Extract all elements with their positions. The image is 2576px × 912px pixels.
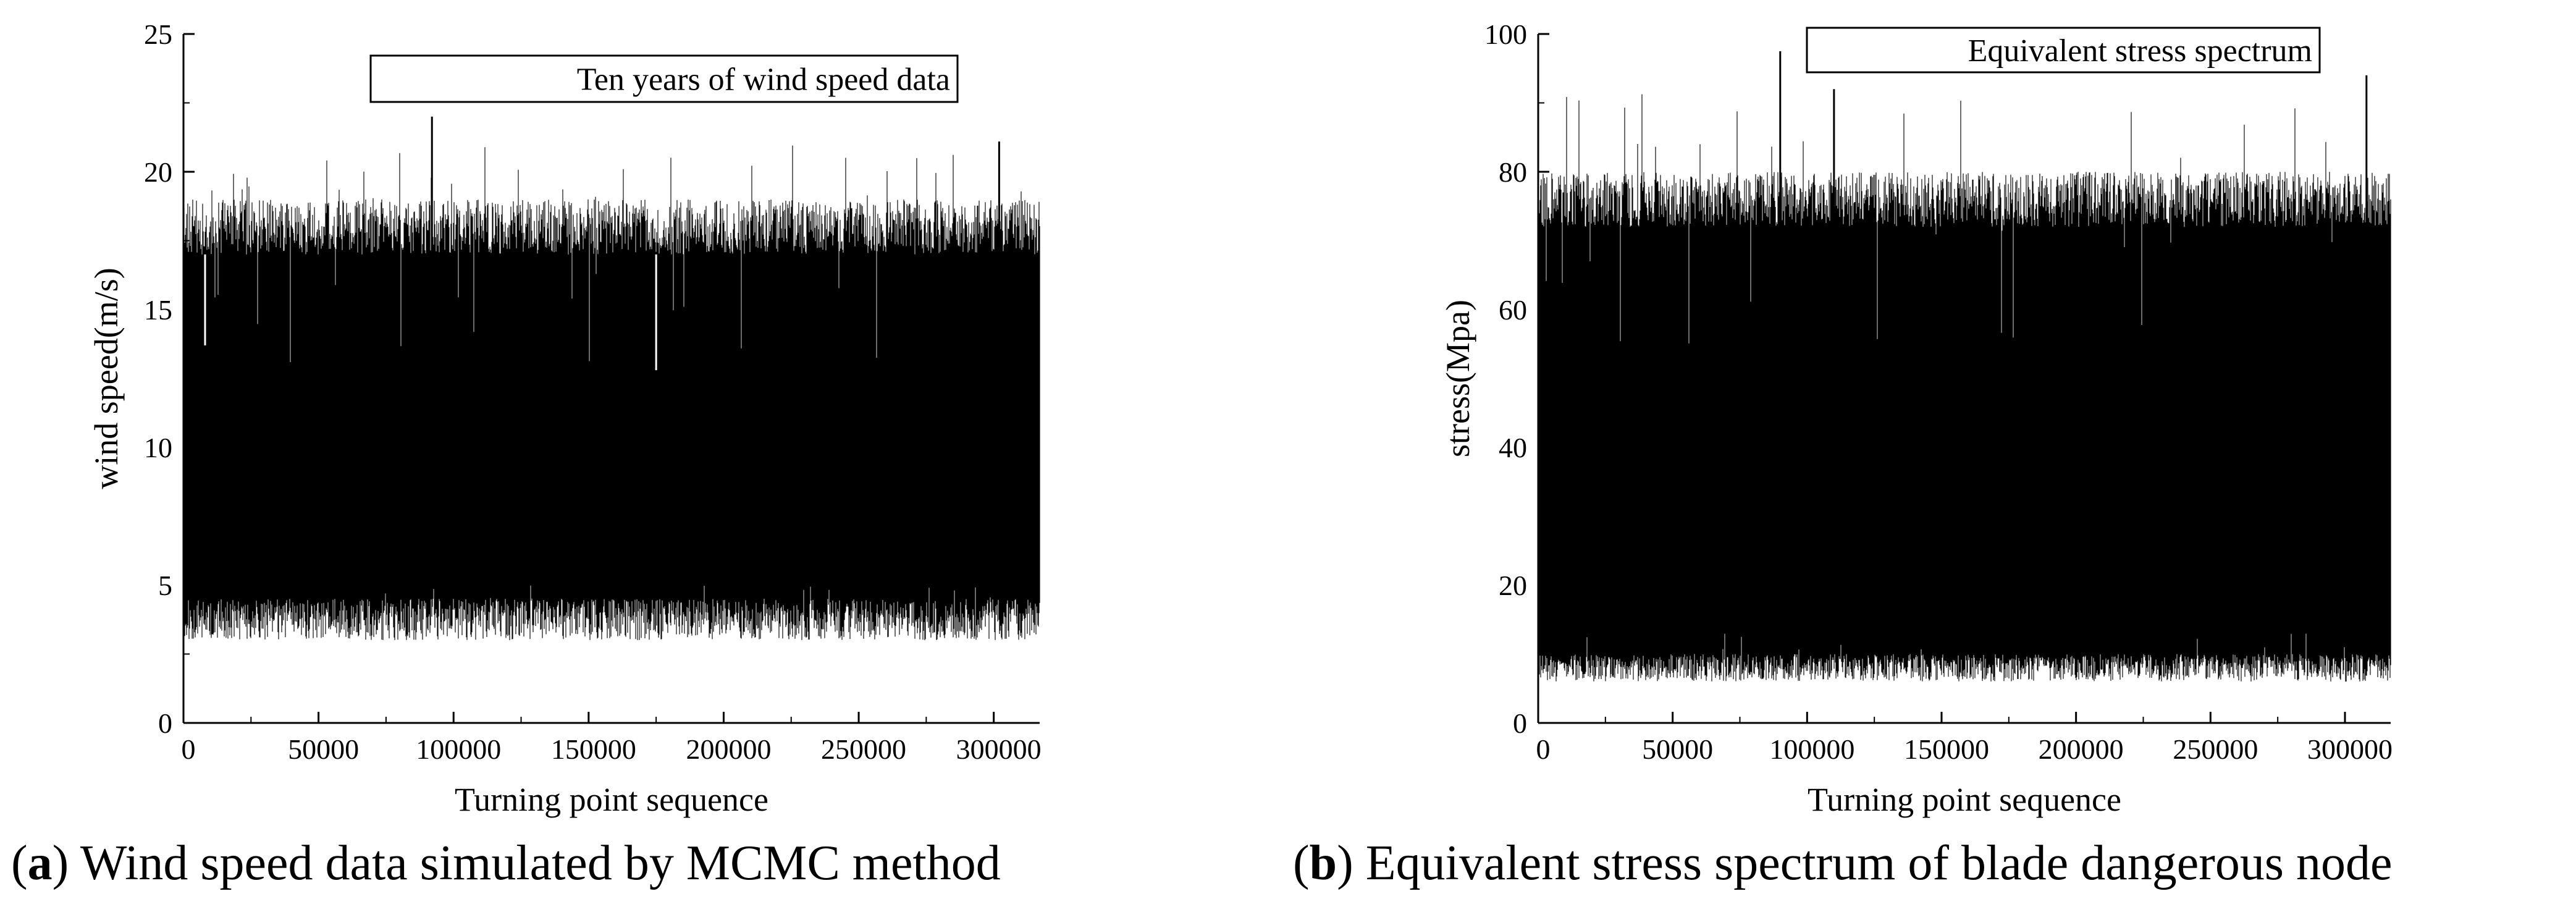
caption-a: (a) Wind speed data simulated by MCMC me… (11, 836, 1001, 890)
stress-ticks: 0 20 40 60 80 100 0 50000 100000 150000 200000 2500… (1484, 19, 2393, 765)
x-tick-label: 0 (182, 733, 196, 765)
data-band (1538, 94, 2391, 682)
stress-data-series (1538, 51, 2391, 682)
caption-a-text: Wind speed data simulated by MCMC method (69, 836, 1001, 890)
y-tick-label: 10 (144, 432, 172, 463)
x-tick-label: 300000 (956, 733, 1042, 765)
x-tick-label: 200000 (2039, 733, 2124, 765)
wind-speed-ticks: 0 5 10 15 20 25 0 50000 100000 150000 200000 250000… (144, 19, 1042, 765)
y-tick-label: 100 (1484, 19, 1527, 50)
x-tick-label: 50000 (1642, 733, 1713, 765)
y-tick-label: 5 (158, 570, 172, 601)
x-tick-label: 0 (1536, 733, 1551, 765)
y-tick-label: 40 (1499, 432, 1527, 463)
y-tick-label: 60 (1499, 294, 1527, 326)
chart-wind-speed: 0 5 10 15 20 25 0 50000 100000 150000 200000 250000… (88, 19, 1042, 818)
stress-legend-box (1806, 27, 2321, 74)
x-tick-label: 150000 (551, 733, 636, 765)
stress-legend-text: Equivalent stress spectrum (1968, 33, 2312, 69)
wind-speed-y-axis-label: wind speed(m/s) (88, 268, 125, 489)
x-tick-label: 250000 (2173, 733, 2258, 765)
caption-a-label: a (27, 836, 53, 890)
caption-b-text: Equivalent stress spectrum of blade dang… (1353, 836, 2393, 890)
x-tick-label: 200000 (686, 733, 771, 765)
wind-speed-legend-text: Ten years of wind speed data (577, 62, 950, 98)
y-tick-label: 15 (144, 294, 172, 326)
wind-speed-data-series (183, 116, 1040, 641)
x-tick-label: 150000 (1904, 733, 1989, 765)
y-tick-label: 20 (1499, 570, 1527, 601)
chart-stress-spectrum: 0 20 40 60 80 100 0 50000 100000 150000 200000 2500… (1439, 19, 2393, 818)
y-tick-label: 0 (1513, 707, 1527, 739)
x-tick-label: 100000 (1769, 733, 1854, 765)
stress-x-axis-label: Turning point sequence (1808, 781, 2121, 818)
x-tick-label: 250000 (821, 733, 906, 765)
caption-b-label: b (1309, 836, 1337, 890)
wind-speed-x-axis-label: Turning point sequence (455, 781, 768, 818)
stress-legend: Equivalent stress spectrum (1806, 27, 2321, 74)
y-tick-label: 0 (158, 707, 172, 739)
stress-y-axis-label: stress(Mpa) (1439, 300, 1476, 457)
x-tick-label: 50000 (288, 733, 359, 765)
x-tick-label: 100000 (416, 733, 501, 765)
data-band (183, 145, 1040, 641)
y-tick-label: 80 (1499, 156, 1527, 188)
wind-speed-legend: Ten years of wind speed data (369, 54, 959, 103)
y-tick-label: 25 (144, 19, 172, 50)
y-tick-label: 20 (144, 156, 172, 188)
x-tick-label: 300000 (2307, 733, 2393, 765)
caption-b: (b) Equivalent stress spectrum of blade … (1293, 836, 2393, 890)
wind-speed-legend-box (369, 54, 959, 103)
